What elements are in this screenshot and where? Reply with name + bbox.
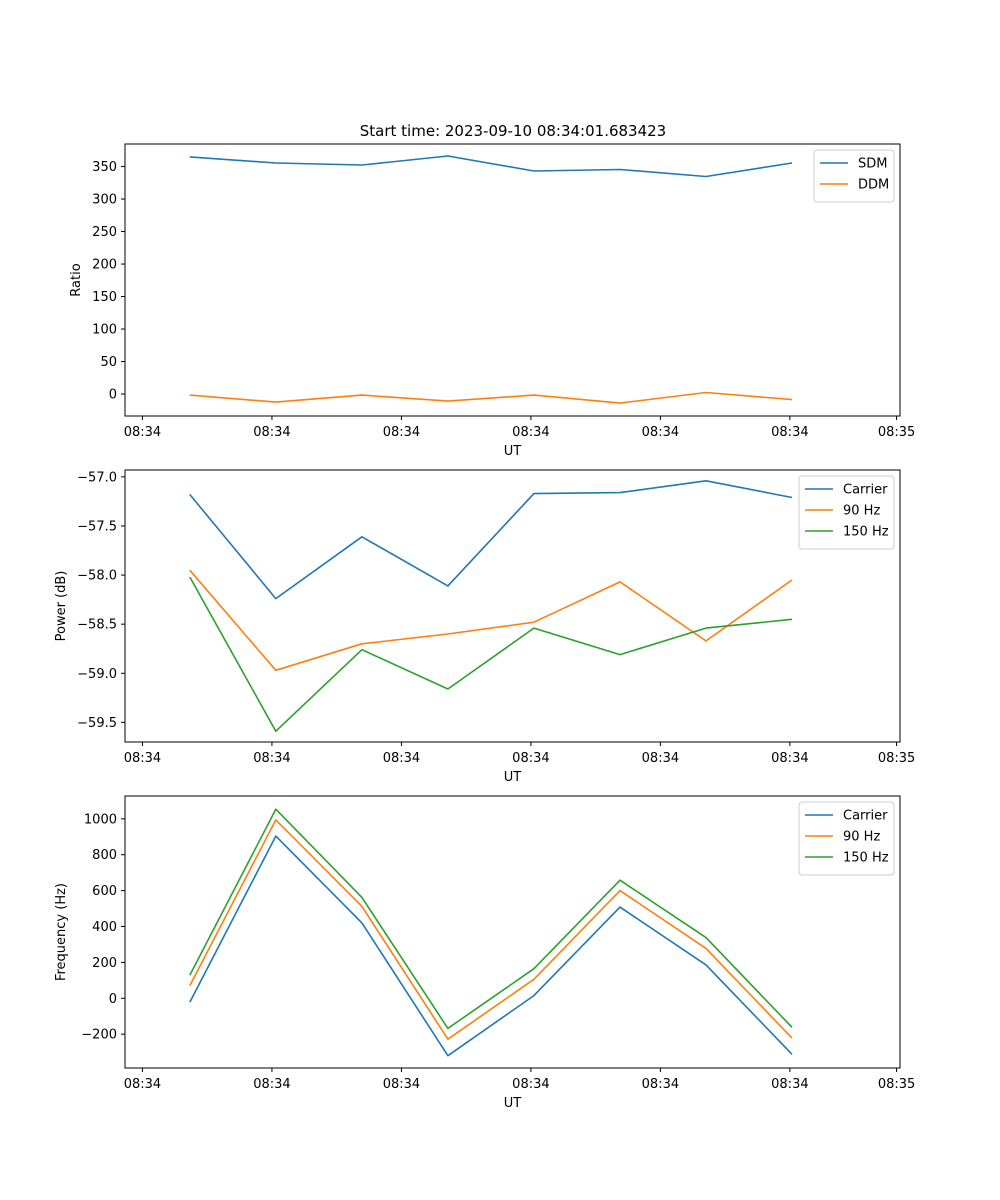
chart-0-legend-label: DDM bbox=[858, 178, 889, 193]
chart-0-axes-frame bbox=[124, 143, 901, 417]
chart-0-x-tick-label: 08:34 bbox=[383, 425, 420, 440]
chart-1-x-tick-label: 08:34 bbox=[253, 751, 290, 766]
chart-0-y-tick-label: 200 bbox=[92, 258, 117, 273]
chart-1-x-tick-label: 08:35 bbox=[878, 751, 915, 766]
chart-0-series-lines bbox=[189, 155, 793, 404]
power-panel: 08:34 08:34 08:34 08:34 08:34 08:34 08:35 −59.5… bbox=[54, 469, 915, 785]
chart-1-x-tick-label: 08:34 bbox=[512, 751, 549, 766]
chart-1-series-90-hz-line bbox=[189, 569, 793, 672]
chart-0-x-tick-label: 08:35 bbox=[878, 425, 915, 440]
chart-2-y-tick-label: 600 bbox=[92, 884, 117, 899]
chart-1-x-tick-label: 08:34 bbox=[642, 751, 679, 766]
chart-1-x-tick-label: 08:34 bbox=[124, 751, 161, 766]
chart-2-axes-frame bbox=[124, 795, 901, 1069]
figure-title: Start time: 2023-09-10 08:34:01.683423 bbox=[360, 122, 666, 140]
chart-1-series-lines bbox=[189, 479, 793, 733]
chart-2-x-tick-label: 08:34 bbox=[642, 1077, 679, 1092]
chart-1-series-150-hz-line bbox=[189, 576, 793, 733]
chart-2-legend-label: 90 Hz bbox=[843, 830, 880, 845]
chart-1-y-axis-label: Power (dB) bbox=[54, 571, 69, 642]
chart-0-x-axis-label: UT bbox=[504, 444, 522, 459]
chart-0-legend-label: SDM bbox=[858, 157, 887, 172]
frequency-panel: 08:34 08:34 08:34 08:34 08:34 08:34 08:35 −200 0… bbox=[54, 795, 915, 1111]
chart-2-y-tick-label: 0 bbox=[109, 992, 117, 1007]
chart-0-y-tick-label: 0 bbox=[109, 388, 117, 403]
chart-2-series-lines bbox=[189, 808, 793, 1057]
chart-0-x-tick-label: 08:34 bbox=[253, 425, 290, 440]
chart-0-y-tick-label: 250 bbox=[92, 225, 117, 240]
chart-1-legend: Carrier 90 Hz 150 Hz bbox=[798, 475, 895, 550]
chart-0-y-tick-label: 300 bbox=[92, 193, 117, 208]
chart-2-y-axis-label: Frequency (Hz) bbox=[54, 883, 69, 981]
chart-2-x-tick-label: 08:35 bbox=[878, 1077, 915, 1092]
chart-0-y-tick-label: 350 bbox=[92, 160, 117, 175]
chart-0-y-axis-label: Ratio bbox=[69, 263, 84, 296]
chart-2-series-90-hz-line bbox=[189, 819, 793, 1040]
chart-1-axes-frame bbox=[124, 469, 901, 743]
chart-0-x-tick-label: 08:34 bbox=[512, 425, 549, 440]
chart-2-y-tick-label: 400 bbox=[92, 920, 117, 935]
ratio-panel: 08:34 08:34 08:34 08:34 08:34 08:34 08:35 0 50 10… bbox=[69, 143, 915, 459]
chart-0-y-tick-label: 50 bbox=[100, 355, 117, 370]
chart-1-y-tick-label: −59.5 bbox=[77, 716, 117, 731]
chart-2-x-tick-label: 08:34 bbox=[253, 1077, 290, 1092]
chart-1-x-tick-label: 08:34 bbox=[771, 751, 808, 766]
chart-2-x-tick-label: 08:34 bbox=[383, 1077, 420, 1092]
chart-1-y-tick-label: −57.0 bbox=[77, 470, 117, 485]
chart-0-x-tick-label: 08:34 bbox=[124, 425, 161, 440]
chart-2-series-carrier-line bbox=[189, 835, 793, 1057]
chart-2-legend-label: Carrier bbox=[843, 809, 888, 824]
chart-0-x-tick-label: 08:34 bbox=[771, 425, 808, 440]
chart-0-x-tick-label: 08:34 bbox=[642, 425, 679, 440]
chart-0-y-tick-label: 100 bbox=[92, 323, 117, 338]
chart-1-y-tick-label: −58.0 bbox=[77, 569, 117, 584]
chart-2-y-tick-label: 200 bbox=[92, 956, 117, 971]
chart-1-legend-label: 90 Hz bbox=[843, 504, 880, 519]
chart-0-series-ddm-line bbox=[189, 391, 793, 404]
chart-2-y-tick-label: 800 bbox=[92, 848, 117, 863]
chart-1-legend-label: Carrier bbox=[843, 483, 888, 498]
chart-2-y-tick-label: −200 bbox=[81, 1028, 117, 1043]
chart-2-legend: Carrier 90 Hz 150 Hz bbox=[798, 801, 895, 876]
chart-0-legend: SDM DDM bbox=[813, 149, 895, 203]
chart-1-x-tick-label: 08:34 bbox=[383, 751, 420, 766]
chart-2-x-tick-label: 08:34 bbox=[771, 1077, 808, 1092]
chart-2-x-tick-label: 08:34 bbox=[124, 1077, 161, 1092]
chart-1-y-tick-label: −59.0 bbox=[77, 667, 117, 682]
chart-0-series-sdm-line bbox=[189, 155, 793, 178]
chart-1-y-tick-label: −57.5 bbox=[77, 519, 117, 534]
chart-1-x-axis-label: UT bbox=[504, 770, 522, 785]
chart-1-legend-label: 150 Hz bbox=[843, 525, 889, 540]
chart-1-y-tick-label: −58.5 bbox=[77, 618, 117, 633]
chart-2-x-tick-label: 08:34 bbox=[512, 1077, 549, 1092]
chart-1-series-carrier-line bbox=[189, 479, 793, 600]
chart-2-legend-label: 150 Hz bbox=[843, 851, 889, 866]
chart-2-y-tick-label: 1000 bbox=[84, 812, 117, 827]
chart-2-x-axis-label: UT bbox=[504, 1096, 522, 1111]
chart-0-y-tick-label: 150 bbox=[92, 290, 117, 305]
chart-2-series-150-hz-line bbox=[189, 808, 793, 1030]
